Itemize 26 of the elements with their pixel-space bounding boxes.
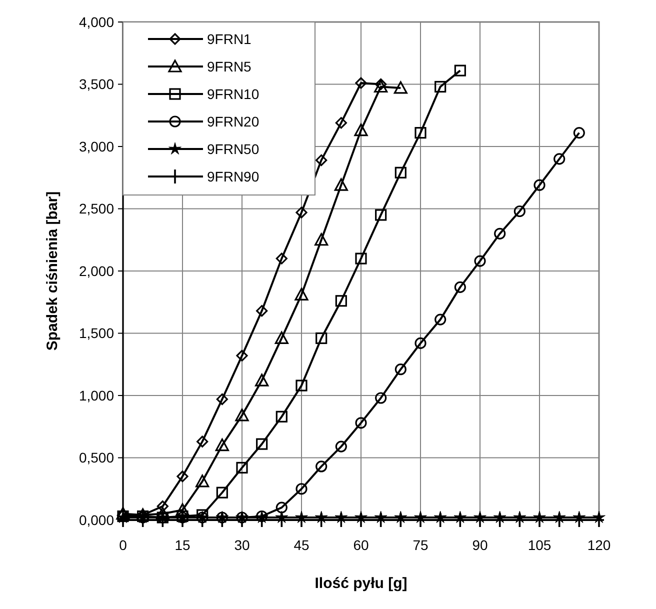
x-tick-label: 60 (353, 537, 369, 553)
legend-label: 9FRN5 (207, 58, 252, 74)
x-tick-label: 0 (119, 537, 128, 553)
y-tick-label: 4,000 (78, 14, 114, 30)
x-axis-title: Ilość pyłu [g] (314, 575, 408, 592)
y-tick-label: 3,000 (78, 138, 114, 154)
x-tick-label: 30 (234, 537, 250, 553)
x-tick-label: 15 (174, 537, 190, 553)
x-tick-label: 120 (587, 537, 611, 553)
y-tick-label: 1,000 (78, 387, 114, 404)
legend-label: 9FRN1 (207, 30, 252, 47)
y-tick-label: 2,500 (78, 200, 114, 217)
y-tick-label: 2,000 (78, 262, 114, 279)
x-tick-label: 90 (472, 537, 488, 553)
legend-label: 9FRN20 (207, 113, 260, 130)
y-axis-title: Spadek ciśnienia [bar] (44, 191, 61, 351)
y-tick-label: 0,500 (78, 450, 114, 466)
y-tick-label: 3,500 (78, 76, 114, 92)
legend-label: 9FRN10 (207, 86, 260, 102)
legend-label: 9FRN90 (207, 168, 260, 184)
y-tick-label: 1,500 (78, 325, 114, 342)
y-tick-label: 0,000 (78, 512, 114, 528)
x-tick-label: 75 (412, 537, 428, 553)
legend-label: 9FRN50 (207, 140, 260, 157)
x-tick-label: 45 (294, 537, 310, 553)
x-tick-label: 105 (528, 537, 552, 553)
